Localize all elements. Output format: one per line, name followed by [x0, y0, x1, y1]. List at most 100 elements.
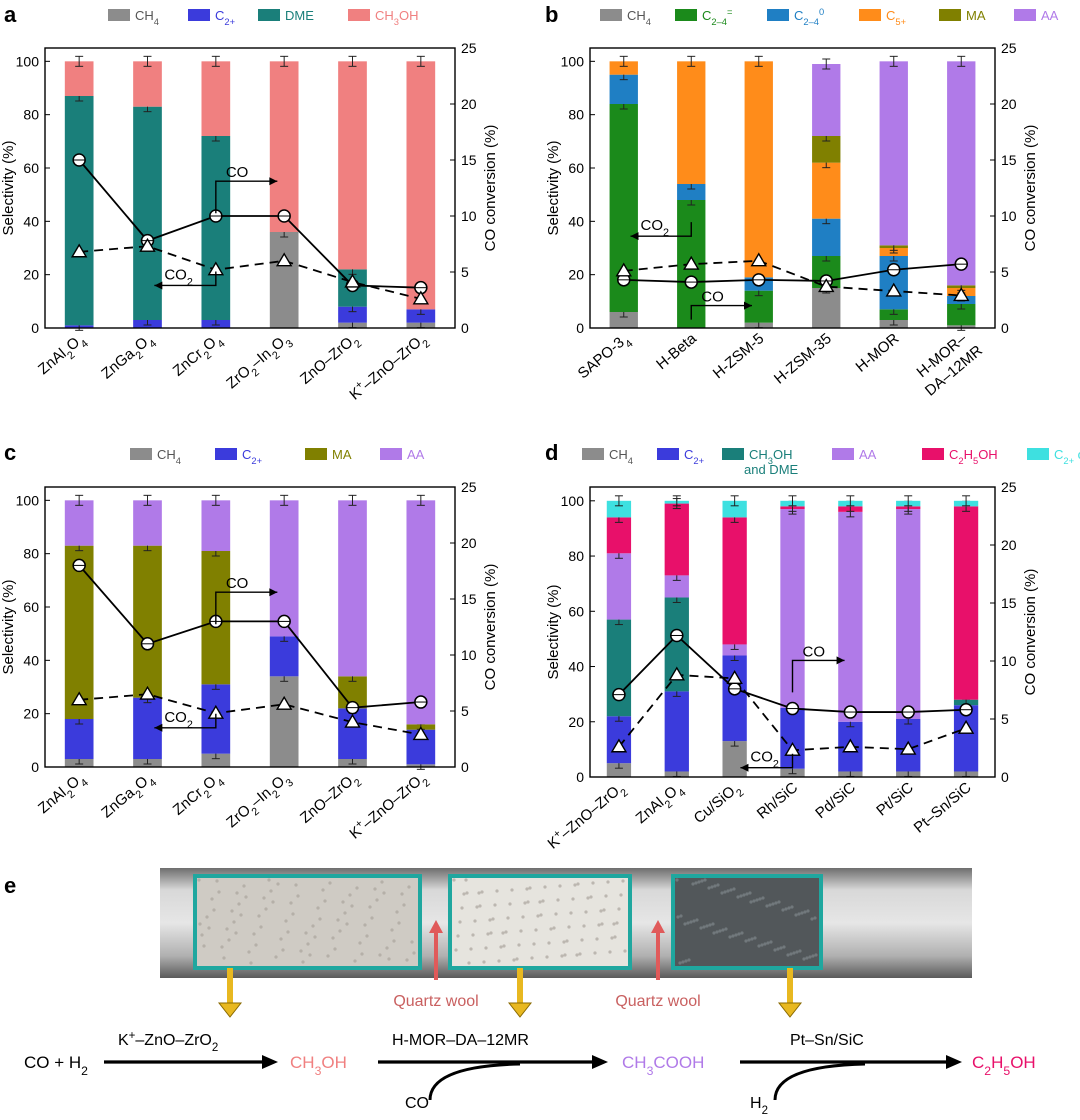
bed-texture — [571, 897, 575, 901]
bed-texture — [608, 950, 612, 954]
bed-texture — [797, 912, 801, 916]
text-segment: + — [129, 1030, 136, 1042]
annotation-label: CO2 — [164, 266, 193, 288]
y2-tick-label: 5 — [461, 703, 469, 719]
text-segment: MA — [332, 447, 352, 462]
bed-texture — [452, 878, 456, 882]
step2-catalyst: H-MOR–DA–12MR — [392, 1032, 529, 1049]
bed-texture — [460, 906, 464, 910]
bar-segment — [201, 753, 231, 767]
bed-texture — [269, 889, 273, 893]
co2-marker — [953, 287, 970, 302]
catalyst-bed-2-frame — [448, 874, 632, 970]
text-segment: 2 — [663, 227, 669, 239]
bar-segment — [269, 61, 299, 233]
bar-segment — [664, 691, 689, 772]
x-category-label: Pt/SiC — [873, 779, 917, 819]
bar-segment — [812, 162, 841, 219]
legend-swatch-2 — [305, 448, 327, 460]
bar-segment — [609, 61, 638, 75]
step1-catalyst: K+–ZnO–ZrO2 — [118, 1030, 218, 1054]
bed-texture — [750, 937, 754, 941]
text-segment: AA — [1041, 8, 1059, 23]
bed-texture — [523, 901, 527, 905]
annotation-label: CO — [226, 575, 249, 592]
co2-marker — [615, 262, 632, 277]
bed-texture — [742, 893, 746, 897]
bar-segment — [64, 545, 94, 719]
bed-texture — [499, 945, 503, 949]
h2-inlet-curve — [773, 1062, 866, 1101]
text-segment: AA — [407, 447, 425, 462]
bed-texture — [676, 915, 680, 919]
bed-texture — [729, 888, 733, 892]
bed-texture — [790, 905, 794, 909]
bed-texture — [281, 948, 285, 952]
legend-swatch-0 — [582, 448, 604, 460]
x-category-label: ZnCr2O4 — [170, 769, 228, 823]
bar-segment — [812, 288, 841, 328]
bar-segment — [838, 511, 863, 722]
bed-texture — [493, 903, 497, 907]
bar-segment — [64, 500, 94, 546]
bed-texture — [313, 935, 317, 939]
legend-label-0: CH4 — [157, 447, 181, 466]
bed-texture — [752, 899, 756, 903]
text-segment: C — [949, 447, 958, 462]
text-segment: DME — [285, 8, 314, 23]
text-segment: –ZnO–ZrO — [359, 334, 425, 393]
text-segment: ZnCr — [170, 345, 206, 379]
bed-texture — [763, 942, 767, 946]
bed-texture — [602, 908, 606, 912]
co2-marker — [842, 738, 859, 753]
bed-texture — [489, 931, 493, 935]
legend-swatch-5 — [1027, 448, 1049, 460]
down-arrow-head-2 — [777, 1002, 803, 1018]
product-ethanol: C2H5OH — [972, 1053, 1036, 1078]
bed-texture — [480, 890, 484, 894]
bed-texture — [755, 898, 759, 902]
bar-segment — [609, 312, 638, 328]
annotation-arrow — [791, 659, 845, 693]
text-segment: 2+ — [251, 456, 262, 466]
bed-texture — [593, 951, 597, 955]
legend-swatch-4 — [922, 448, 944, 460]
legend-swatch-4 — [939, 9, 961, 21]
bed-texture — [368, 905, 372, 909]
bed-texture — [304, 931, 308, 935]
bed-texture — [789, 952, 793, 956]
bed-texture — [375, 898, 379, 902]
text-segment: 3 — [394, 17, 399, 27]
bed-texture — [478, 904, 482, 908]
text-segment: Pt–Sn/SiC — [911, 779, 975, 837]
bed-texture — [745, 892, 749, 896]
bed-texture — [715, 930, 719, 934]
bed-texture — [519, 929, 523, 933]
bed-texture — [724, 927, 728, 931]
bed-texture — [753, 936, 757, 940]
co2-marker — [750, 252, 767, 267]
legend-label-1: C2+ — [215, 8, 235, 27]
bed-texture — [306, 942, 310, 946]
co2-marker — [412, 290, 430, 305]
bed-texture — [769, 940, 773, 944]
bed-texture — [326, 954, 330, 958]
y-tick-label: 100 — [16, 53, 40, 69]
bed-texture — [578, 952, 582, 956]
text-segment: MA — [966, 8, 986, 23]
text-segment: CO — [226, 164, 249, 181]
bar-segment — [879, 61, 908, 246]
panel-label: e — [4, 873, 16, 898]
y-tick-label: 20 — [23, 706, 39, 722]
text-segment: 2 — [81, 1064, 88, 1078]
bed-texture — [392, 939, 396, 943]
bed-texture — [795, 950, 799, 954]
x-category-label: ZnCr2O4 — [170, 330, 228, 384]
bed-texture — [237, 902, 241, 906]
panel-label: b — [545, 2, 558, 27]
bed-texture — [613, 935, 617, 939]
bed-texture — [385, 946, 389, 950]
bed-texture — [200, 933, 204, 937]
bar-segment — [269, 636, 299, 677]
